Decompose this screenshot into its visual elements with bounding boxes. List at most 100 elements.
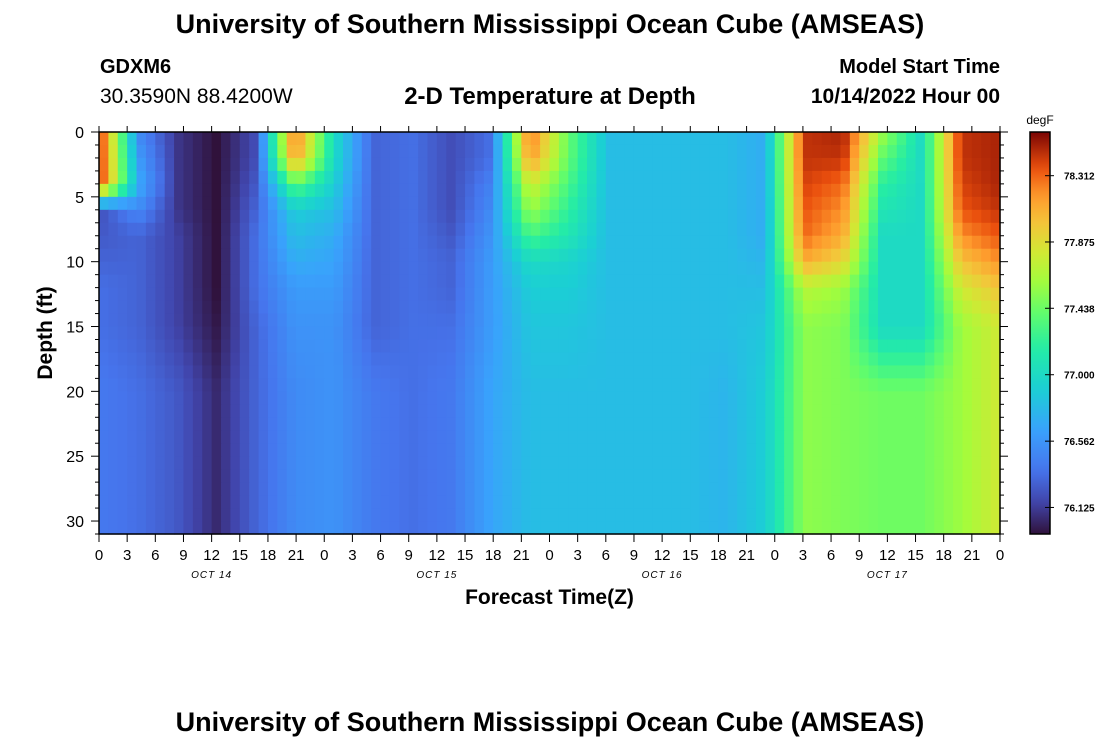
heatmap-cell bbox=[258, 170, 269, 185]
heatmap-cell bbox=[108, 261, 119, 276]
heatmap-cell bbox=[305, 508, 316, 522]
heatmap-cell bbox=[680, 132, 691, 146]
heatmap-cell bbox=[117, 261, 128, 276]
heatmap-cell bbox=[737, 274, 748, 289]
heatmap-cell bbox=[709, 456, 720, 470]
heatmap-cell bbox=[446, 508, 457, 522]
heatmap-cell bbox=[774, 183, 785, 198]
heatmap-cell bbox=[906, 170, 917, 185]
heatmap-cell bbox=[587, 274, 598, 289]
heatmap-cell bbox=[174, 170, 185, 185]
heatmap-cell bbox=[399, 378, 410, 392]
heatmap-cell bbox=[680, 404, 691, 418]
heatmap-cell bbox=[324, 430, 335, 444]
heatmap-cell bbox=[896, 235, 907, 250]
heatmap-cell bbox=[267, 430, 278, 444]
heatmap-cell bbox=[117, 508, 128, 522]
heatmap-cell bbox=[755, 144, 766, 159]
heatmap-cell bbox=[183, 339, 194, 354]
heatmap-cell bbox=[343, 430, 354, 444]
heatmap-cell bbox=[305, 132, 316, 146]
heatmap-cell bbox=[840, 404, 851, 418]
heatmap-cell bbox=[840, 157, 851, 172]
heatmap-cell bbox=[737, 339, 748, 354]
heatmap-cell bbox=[418, 508, 429, 522]
heatmap-cell bbox=[615, 495, 626, 509]
heatmap-cell bbox=[380, 495, 391, 509]
heatmap-cell bbox=[267, 287, 278, 302]
heatmap-cell bbox=[192, 183, 203, 198]
heatmap-cell bbox=[643, 183, 654, 198]
heatmap-cell bbox=[896, 313, 907, 328]
heatmap-cell bbox=[971, 248, 982, 263]
heatmap-cell bbox=[953, 261, 964, 276]
heatmap-cell bbox=[446, 391, 457, 405]
heatmap-cell bbox=[221, 508, 231, 522]
heatmap-cell bbox=[465, 300, 476, 315]
heatmap-cell bbox=[615, 365, 626, 379]
heatmap-cell bbox=[746, 222, 757, 237]
heatmap-cell bbox=[662, 209, 673, 224]
heatmap-cell bbox=[183, 170, 194, 185]
heatmap-cell bbox=[596, 209, 607, 224]
heatmap-cell bbox=[267, 378, 278, 392]
heatmap-cell bbox=[755, 170, 766, 185]
heatmap-cell bbox=[183, 469, 194, 483]
heatmap-cell bbox=[258, 157, 269, 172]
heatmap-cell bbox=[371, 170, 382, 185]
heatmap-cell bbox=[962, 495, 973, 509]
heatmap-cell bbox=[615, 170, 626, 185]
heatmap-cell bbox=[633, 417, 644, 431]
heatmap-cell bbox=[624, 157, 635, 172]
heatmap-cell bbox=[633, 443, 644, 457]
heatmap-cell bbox=[258, 469, 269, 483]
heatmap-cell bbox=[831, 183, 842, 198]
heatmap-cell bbox=[399, 456, 410, 470]
heatmap-cell bbox=[380, 365, 391, 379]
heatmap-cell bbox=[849, 352, 860, 367]
heatmap-cell bbox=[99, 209, 109, 224]
heatmap-cell bbox=[99, 391, 109, 405]
heatmap-cell bbox=[286, 300, 297, 315]
heatmap-cell bbox=[596, 456, 607, 470]
heatmap-cell bbox=[793, 339, 804, 354]
heatmap-cell bbox=[802, 170, 813, 185]
heatmap-cell bbox=[418, 378, 429, 392]
heatmap-cell bbox=[877, 417, 888, 431]
heatmap-cell bbox=[662, 391, 673, 405]
heatmap-cell bbox=[408, 430, 419, 444]
x-tick-label: 18 bbox=[710, 547, 727, 564]
heatmap-cell bbox=[709, 157, 720, 172]
heatmap-cell bbox=[145, 274, 156, 289]
heatmap-cell bbox=[793, 196, 804, 211]
heatmap-cell bbox=[211, 196, 222, 211]
heatmap-cell bbox=[286, 482, 297, 496]
heatmap-cell bbox=[230, 443, 241, 457]
heatmap-cell bbox=[455, 132, 466, 146]
heatmap-cell bbox=[643, 222, 654, 237]
heatmap-cell bbox=[145, 287, 156, 302]
heatmap-cell bbox=[117, 287, 128, 302]
heatmap-cell bbox=[174, 495, 185, 509]
heatmap-cell bbox=[868, 326, 879, 341]
heatmap-cell bbox=[605, 482, 616, 496]
heatmap-cell bbox=[465, 183, 476, 198]
heatmap-cell bbox=[924, 417, 935, 431]
heatmap-cell bbox=[155, 469, 166, 483]
heatmap-cell bbox=[530, 378, 541, 392]
heatmap-cell bbox=[183, 326, 194, 341]
heatmap-cell bbox=[990, 417, 1001, 431]
heatmap-cell bbox=[652, 365, 663, 379]
heatmap-cell bbox=[521, 404, 532, 418]
heatmap-cell bbox=[915, 209, 926, 224]
heatmap-cell bbox=[549, 378, 560, 392]
heatmap-cell bbox=[540, 326, 551, 341]
heatmap-cell bbox=[446, 248, 457, 263]
heatmap-cell bbox=[380, 183, 391, 198]
heatmap-cell bbox=[192, 391, 203, 405]
heatmap-cell bbox=[662, 352, 673, 367]
heatmap-cell bbox=[389, 170, 400, 185]
heatmap-cell bbox=[587, 222, 598, 237]
heatmap-cell bbox=[436, 209, 447, 224]
y-tick-label: 25 bbox=[66, 449, 84, 466]
